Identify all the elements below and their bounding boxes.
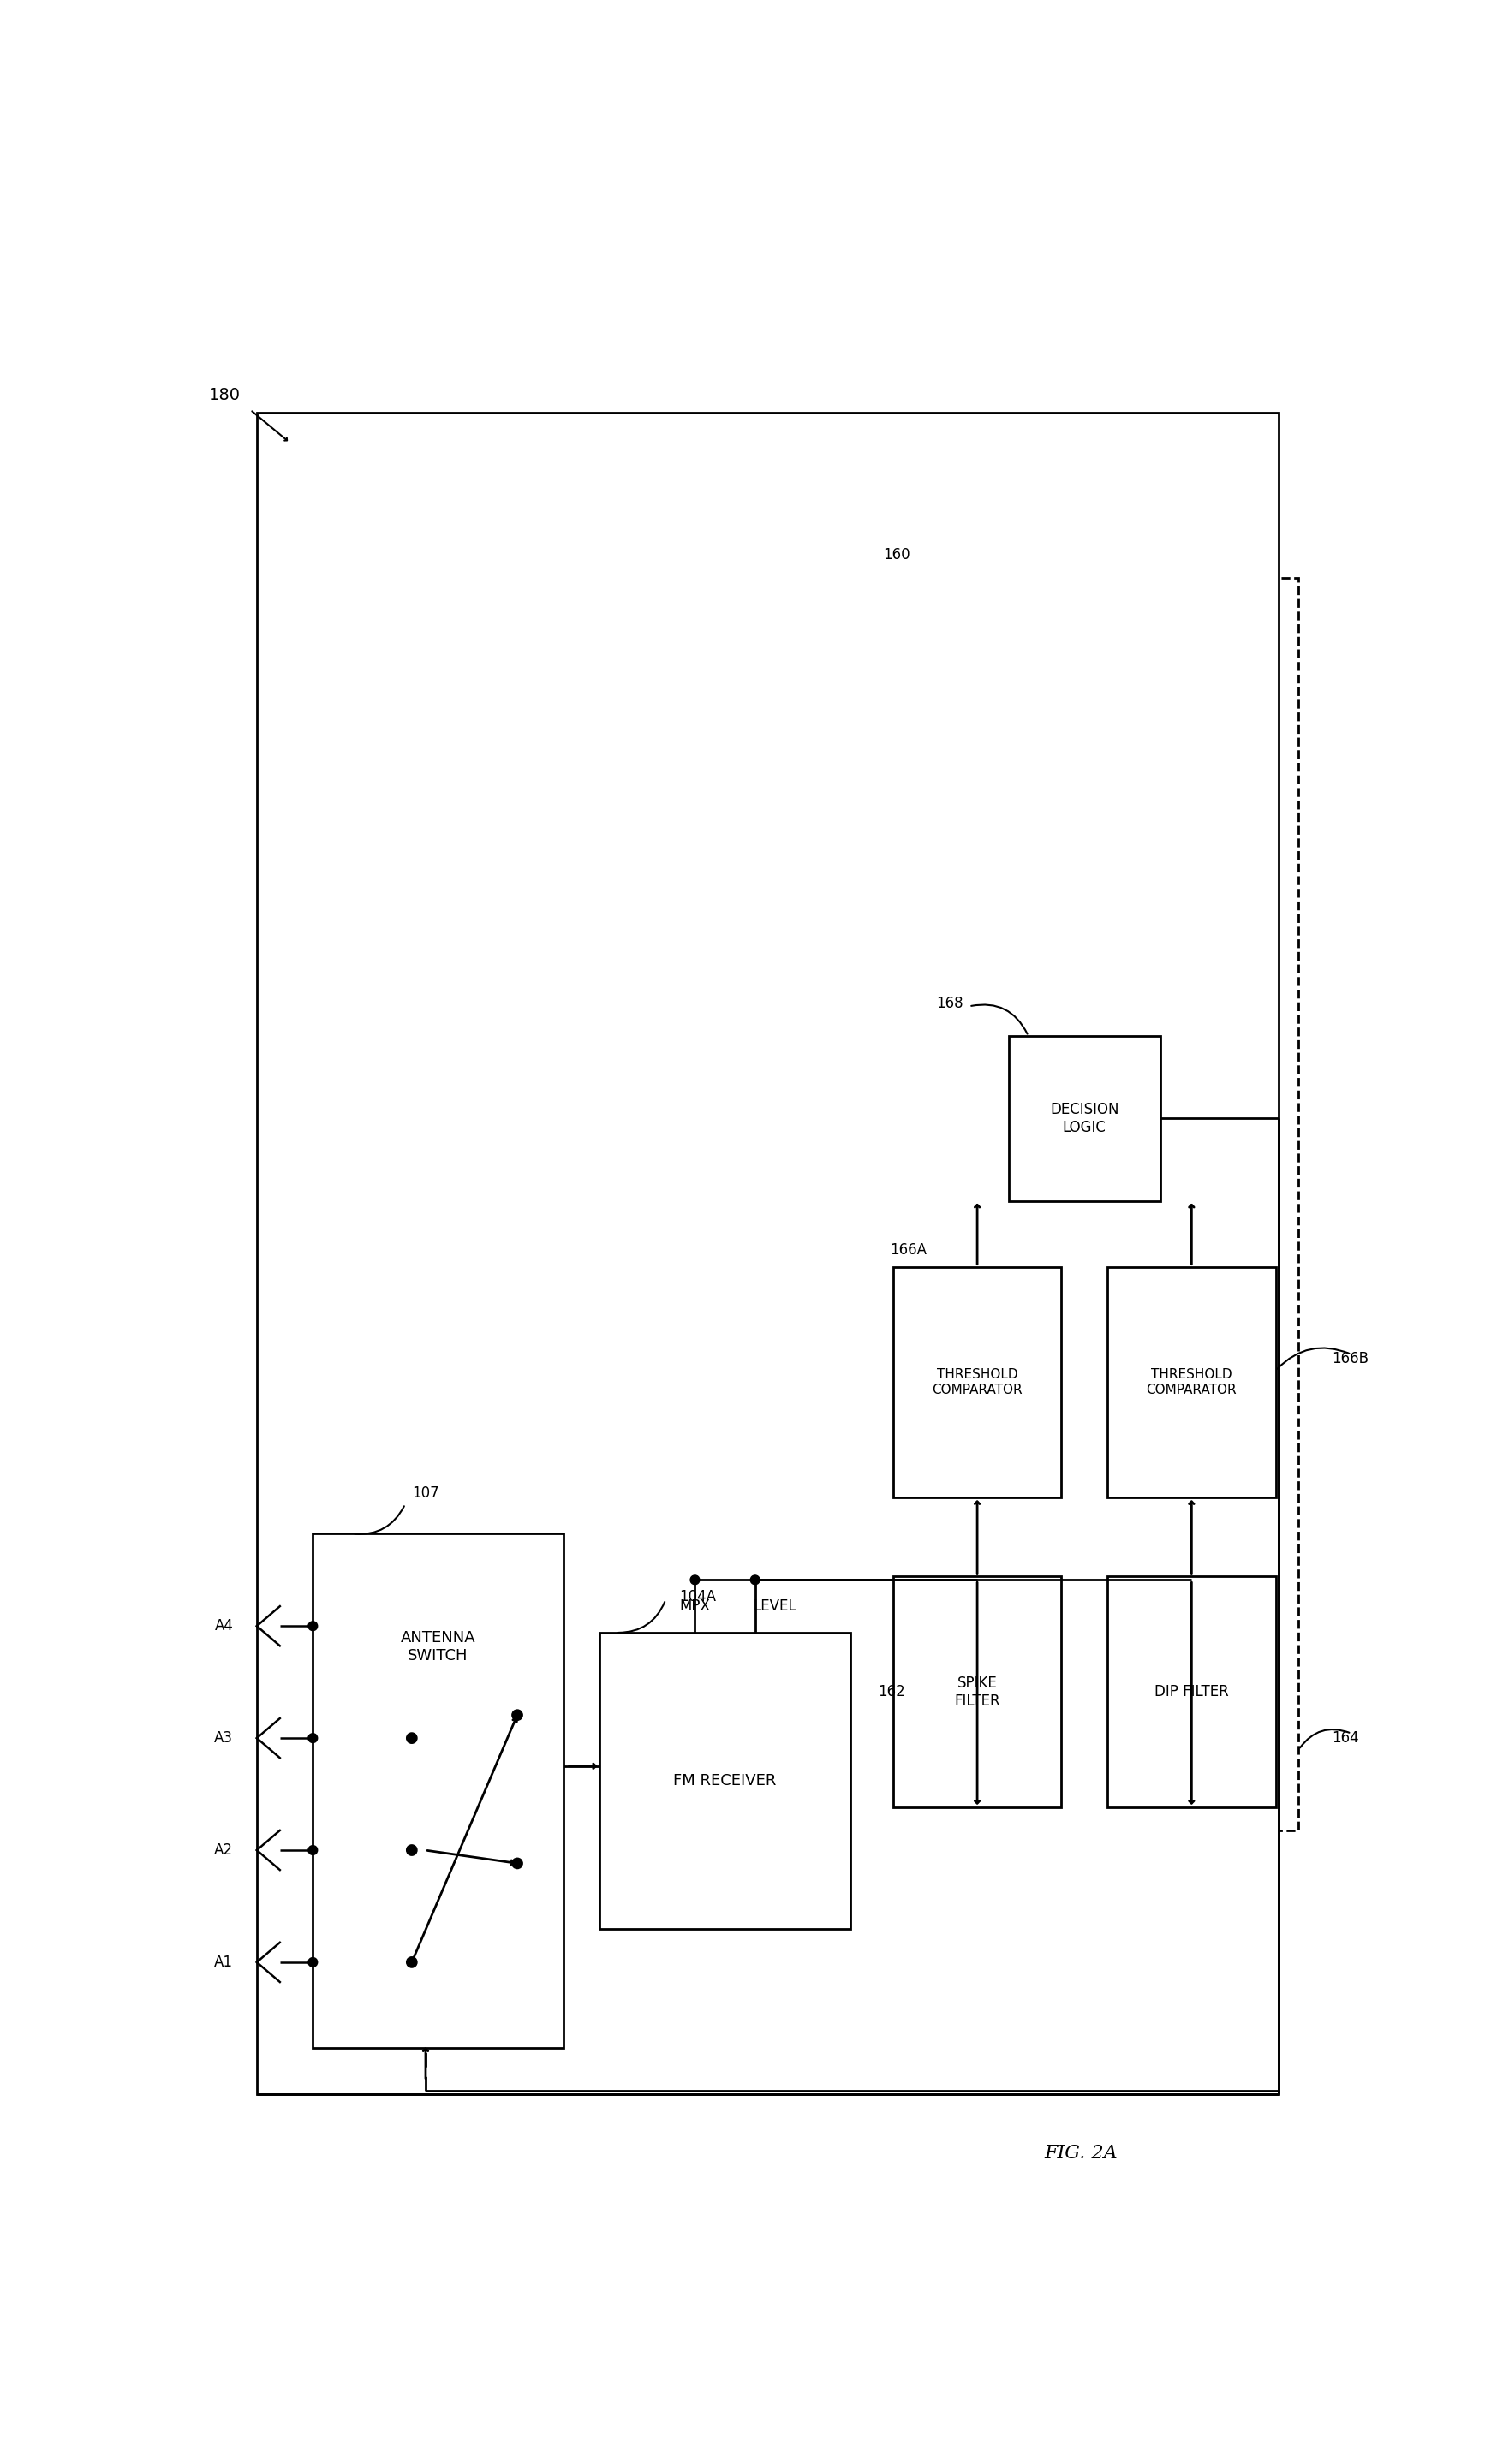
Text: 166B: 166B: [1332, 1350, 1368, 1368]
Text: 168: 168: [936, 995, 963, 1010]
Text: THRESHOLD
COMPARATOR: THRESHOLD COMPARATOR: [1147, 1368, 1237, 1397]
Bar: [600, 1634, 850, 1929]
Bar: [894, 1266, 1061, 1498]
Circle shape: [308, 1956, 317, 1966]
Bar: [1108, 1577, 1275, 1806]
Text: ANTENNA
SWITCH: ANTENNA SWITCH: [401, 1631, 476, 1663]
Text: 160: 160: [883, 547, 910, 562]
Text: A1: A1: [214, 1954, 234, 1969]
Circle shape: [750, 1574, 759, 1584]
Text: FIG. 2A: FIG. 2A: [1045, 2144, 1118, 2163]
Circle shape: [407, 1732, 418, 1745]
Circle shape: [512, 1858, 522, 1868]
Bar: [313, 1533, 563, 2048]
Text: MPX: MPX: [680, 1599, 710, 1614]
Text: A2: A2: [214, 1843, 234, 1858]
Text: A4: A4: [214, 1619, 234, 1634]
Circle shape: [308, 1846, 317, 1855]
Text: 107: 107: [412, 1486, 439, 1501]
Circle shape: [407, 1846, 418, 1855]
Text: THRESHOLD
COMPARATOR: THRESHOLD COMPARATOR: [933, 1368, 1022, 1397]
Circle shape: [407, 1956, 418, 1966]
Text: FM RECEIVER: FM RECEIVER: [674, 1774, 777, 1789]
Bar: [1108, 1266, 1275, 1498]
Text: 166A: 166A: [889, 1242, 927, 1259]
Bar: [894, 1577, 1061, 1806]
Text: LEVEL: LEVEL: [753, 1599, 796, 1614]
Text: 180: 180: [208, 387, 241, 404]
Bar: [1009, 1035, 1160, 1200]
Text: 164: 164: [1332, 1730, 1359, 1747]
Text: A3: A3: [214, 1730, 234, 1747]
Text: DIP FILTER: DIP FILTER: [1154, 1685, 1229, 1700]
Text: SPIKE
FILTER: SPIKE FILTER: [954, 1676, 1000, 1708]
Text: 104A: 104A: [678, 1589, 716, 1604]
Text: 162: 162: [879, 1685, 906, 1700]
Circle shape: [512, 1710, 522, 1720]
Circle shape: [308, 1735, 317, 1742]
Text: DECISION
LOGIC: DECISION LOGIC: [1049, 1101, 1118, 1136]
Bar: [870, 579, 1299, 1831]
Bar: [257, 414, 1278, 2094]
Circle shape: [308, 1621, 317, 1631]
Circle shape: [690, 1574, 699, 1584]
